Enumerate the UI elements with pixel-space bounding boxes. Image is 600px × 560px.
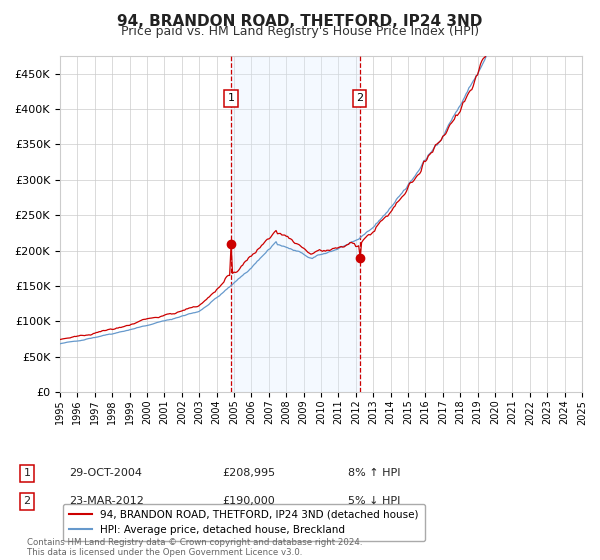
Text: 29-OCT-2004: 29-OCT-2004 — [69, 468, 142, 478]
Text: Contains HM Land Registry data © Crown copyright and database right 2024.
This d: Contains HM Land Registry data © Crown c… — [27, 538, 362, 557]
Legend: 94, BRANDON ROAD, THETFORD, IP24 3ND (detached house), HPI: Average price, detac: 94, BRANDON ROAD, THETFORD, IP24 3ND (de… — [62, 503, 425, 542]
Text: 94, BRANDON ROAD, THETFORD, IP24 3ND: 94, BRANDON ROAD, THETFORD, IP24 3ND — [118, 14, 482, 29]
Text: 23-MAR-2012: 23-MAR-2012 — [69, 496, 144, 506]
Text: 1: 1 — [227, 94, 235, 104]
Text: 2: 2 — [23, 496, 31, 506]
Text: £208,995: £208,995 — [222, 468, 275, 478]
Bar — [231, 56, 359, 392]
Text: 8% ↑ HPI: 8% ↑ HPI — [348, 468, 401, 478]
Text: 1: 1 — [23, 468, 31, 478]
Text: £190,000: £190,000 — [222, 496, 275, 506]
Text: Price paid vs. HM Land Registry's House Price Index (HPI): Price paid vs. HM Land Registry's House … — [121, 25, 479, 38]
Text: 5% ↓ HPI: 5% ↓ HPI — [348, 496, 400, 506]
Text: 2: 2 — [356, 94, 363, 104]
